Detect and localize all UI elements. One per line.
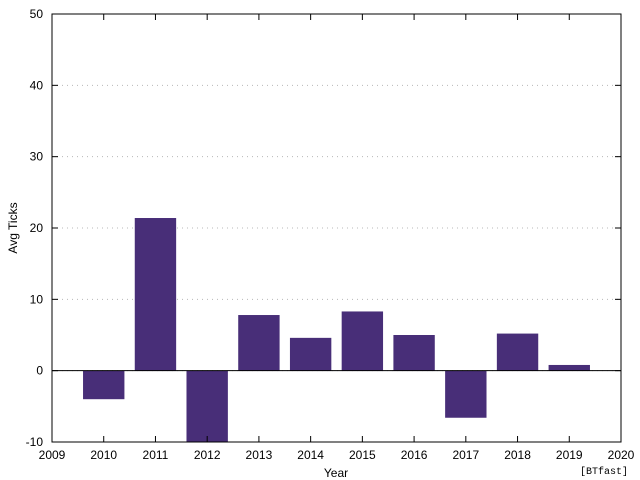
x-tick-label-8: 2017 xyxy=(452,448,479,462)
x-tick-label-3: 2012 xyxy=(194,448,221,462)
y-tick-label-0: -10 xyxy=(26,435,44,449)
bar-2015 xyxy=(341,311,384,371)
bar-2014 xyxy=(289,337,332,371)
x-tick-label-11: 2020 xyxy=(608,448,635,462)
y-tick-label-4: 30 xyxy=(30,150,44,164)
x-axis-label: Year xyxy=(324,466,348,480)
bars xyxy=(83,218,590,442)
y-tick-label-3: 20 xyxy=(30,221,44,235)
bar-2019 xyxy=(548,364,590,371)
bar-2011 xyxy=(134,218,177,371)
y-tick-label-2: 10 xyxy=(30,292,44,306)
y-tick-label-6: 50 xyxy=(30,7,44,21)
bar-2018 xyxy=(496,333,539,371)
y-axis-ticks: -10 0 10 20 30 40 50 xyxy=(26,7,621,449)
bar-2013 xyxy=(238,315,280,371)
x-tick-label-2: 2011 xyxy=(143,448,169,462)
bar-2010 xyxy=(83,370,125,400)
bar-2012 xyxy=(186,370,228,442)
x-tick-label-4: 2013 xyxy=(246,448,273,462)
y-axis-label: Avg Ticks xyxy=(6,202,20,253)
x-tick-label-9: 2018 xyxy=(504,448,531,462)
x-tick-label-5: 2014 xyxy=(297,448,324,462)
y-tick-label-5: 40 xyxy=(30,78,44,92)
x-tick-label-1: 2010 xyxy=(90,448,117,462)
y-tick-label-1: 0 xyxy=(36,364,43,378)
x-tick-label-6: 2015 xyxy=(349,448,376,462)
bar-2017 xyxy=(445,370,487,418)
x-tick-label-7: 2016 xyxy=(401,448,428,462)
x-axis-ticks: 2009 2010 2011 2012 2013 2014 2015 2016 2017 2018… xyxy=(39,14,635,462)
x-tick-label-0: 2009 xyxy=(39,448,66,462)
bar-2016 xyxy=(393,335,435,371)
x-tick-label-10: 2019 xyxy=(556,448,583,462)
footer-label: [BTfast] xyxy=(580,466,628,478)
